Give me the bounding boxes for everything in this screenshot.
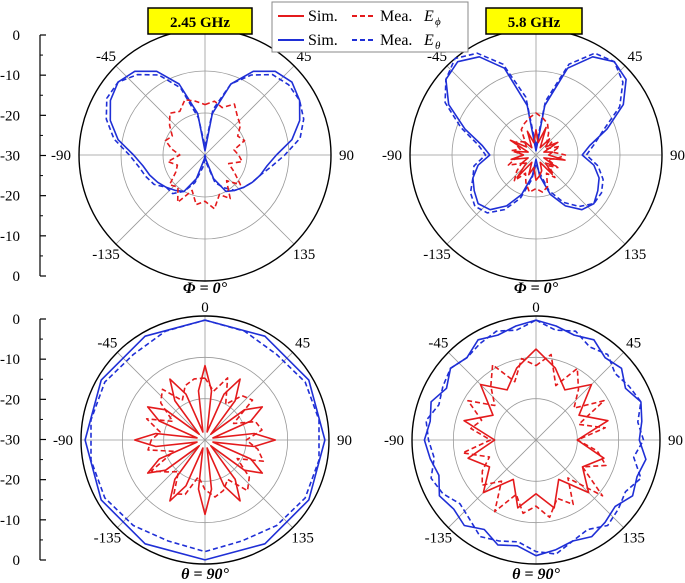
angle-label: 90 [668,433,683,449]
db-tick-label: -10 [0,513,20,529]
angle-label: -135 [94,531,122,547]
frequency-tag-left: 2.45 GHz [147,7,253,35]
db-tick-label: 0 [13,28,21,44]
angle-label: -90 [51,148,71,164]
legend-mea-1: Mea. [380,8,412,25]
series-line-E_phi-meas [461,353,607,519]
legend-sub-2: θ [435,40,441,52]
frequency-tag-right: 5.8 GHz [485,7,583,35]
polar-outer-ring [80,315,330,565]
grid-spoke [446,65,626,245]
db-tick-label: -20 [0,473,20,489]
frequency-label-left: 2.45 GHz [170,15,230,31]
series-line-E_theta-meas [425,319,645,555]
angle-label: 90 [337,433,352,449]
angle-label: -90 [384,433,404,449]
frequency-label-right: 5.8 GHz [508,15,561,31]
angle-label: 45 [627,49,642,65]
series-line-E_phi-sim [509,126,566,181]
angle-label: 135 [624,247,647,263]
series-line-E_theta-meas [90,319,320,553]
polar-plot-2p45ghz-theta90: 0 -45 45 -90 90 -135 135 [53,300,352,565]
angle-label: -45 [428,335,448,351]
series-line-E_phi-meas [145,377,265,498]
legend-mea-2: Mea. [380,32,412,49]
legend-sim-2: Sim. [308,32,338,49]
angle-label: 135 [293,247,316,263]
db-tick-label: 0 [13,269,21,285]
angle-label: -135 [92,247,120,263]
db-tick-label: -10 [0,229,20,245]
db-tick-label: -20 [0,108,20,124]
angle-label: 45 [295,335,310,351]
polar-outer-ring [411,315,661,565]
db-axis-bottom: 0 -10 -20 -30 -20 -10 0 [0,312,46,569]
plane-label-top-right: Φ = 0° [514,280,559,297]
series-line-E_theta-sim [84,319,326,561]
series-line-E_phi-meas [164,98,246,210]
angle-label: -45 [97,335,117,351]
series-line-E_theta-meas [105,73,305,195]
legend-field-2: E [423,32,434,49]
angle-label: 90 [670,148,685,164]
polar-plot-5p8ghz-phi0: -45 45 -90 90 -135 135 [382,28,685,282]
series-line-E_theta-meas [444,52,624,214]
angle-label: -135 [425,531,453,547]
plane-label-bottom-right: θ = 90° [512,566,560,583]
db-tick-label: -30 [0,433,20,449]
db-axis-top: 0 -10 -20 -30 -20 -10 0 [0,28,46,285]
series-line-E_phi-meas [507,112,567,193]
db-tick-label: 0 [13,312,21,328]
angle-label: 45 [296,49,311,65]
legend-sub-1: ϕ [435,16,441,28]
series-line-E_theta-sim [109,70,301,193]
db-tick-label: -20 [0,392,20,408]
plane-label-top-left: Φ = 0° [183,280,228,297]
angle-label: 90 [339,148,354,164]
db-tick-label: -10 [0,352,20,368]
angle-label: -45 [96,49,116,65]
grid-spoke [448,352,624,528]
legend-field-1: E [423,8,434,25]
angle-label: 135 [622,531,645,547]
angle-label: 45 [626,335,641,351]
db-tick-label: -30 [0,149,20,165]
legend: Sim. Mea. E ϕ Sim. Mea. E θ [271,1,469,53]
grid-spoke [117,352,293,528]
angle-label: 135 [291,531,314,547]
angle-label: -135 [423,247,451,263]
angle-label: -90 [382,148,402,164]
db-tick-label: -10 [0,68,20,84]
db-tick-label: 0 [13,553,21,569]
angle-label: -45 [427,49,447,65]
angle-label: 0 [532,300,540,316]
legend-sim-1: Sim. [308,8,338,25]
series-line-E_phi-sim [463,348,609,509]
series-line-E_theta-sim [445,56,627,211]
polar-plot-2p45ghz-phi0: -45 45 -90 90 -135 135 [51,28,354,282]
series-line-E_theta-sim [423,319,647,557]
polar-plot-5p8ghz-theta90: 0 -45 45 -90 90 -135 135 [384,300,683,565]
plane-label-bottom-left: θ = 90° [181,566,229,583]
angle-label: 0 [201,300,209,316]
series-line-E_phi-sim [133,364,277,516]
angle-label: -90 [53,433,73,449]
db-tick-label: -20 [0,189,20,205]
